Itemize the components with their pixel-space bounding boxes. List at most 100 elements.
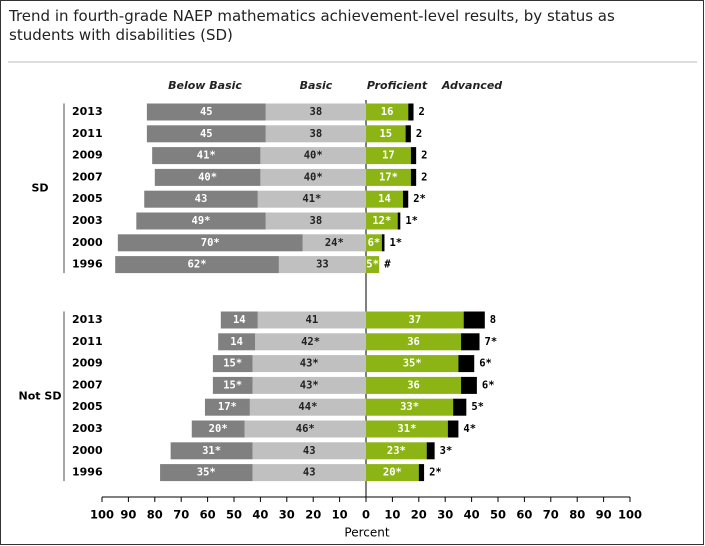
value-label: 42* [301,336,320,348]
bar [463,311,485,329]
bar [366,256,380,274]
value-label: 43* [300,358,319,370]
y-tick-label: 2005 [72,400,103,413]
x-tick-label: 30 [437,508,453,522]
bar [426,442,435,460]
value-label: 38 [310,215,323,227]
value-label: 45 [200,128,213,140]
y-tick-label: 2005 [72,192,103,205]
bar [278,256,366,274]
value-label: 46* [296,423,315,435]
chart-title: Trend in fourth-grade NAEP mathematics a… [8,7,615,44]
value-label: 44* [298,401,317,413]
value-label: 1* [389,237,402,249]
value-label: 20* [209,423,228,435]
value-label: 6* [479,358,492,370]
value-label: 45 [200,106,213,118]
legend-label: Basic [300,79,333,92]
value-label: 5* [366,259,379,271]
bar [154,168,261,186]
legend-label: Advanced [441,79,502,92]
bar [405,125,411,143]
value-label: 49* [192,215,211,227]
x-tick-label: 80 [569,508,585,522]
value-label: 2* [429,467,442,479]
bar [366,464,419,482]
x-axis-label: Percent [344,526,389,540]
value-label: 35* [197,467,216,479]
bar [204,398,250,416]
value-label: 41 [306,314,319,326]
value-label: 70* [201,237,220,249]
bar [408,103,414,121]
bar [265,103,366,121]
value-label: 15* [223,358,242,370]
bar [136,212,266,230]
value-label: 41* [197,150,216,162]
y-tick-label: 2011 [72,335,103,348]
value-label: 15 [379,128,392,140]
x-tick-label: 70 [543,508,559,522]
value-label: 12* [372,215,391,227]
value-label: # [384,259,391,271]
x-tick-label: 10 [384,508,400,522]
value-label: 4* [463,423,476,435]
x-tick-label: 40 [252,508,268,522]
bar [366,234,382,252]
bar [212,376,253,394]
value-label: 23* [387,445,406,457]
value-label: 36 [407,379,420,391]
value-label: 17 [382,150,395,162]
bar [410,168,417,186]
bar [302,234,366,252]
x-tick-label: 100 [618,508,642,522]
value-label: 37 [409,314,422,326]
x-tick-label: 80 [147,508,163,522]
y-tick-label: 2009 [72,149,103,162]
bar [453,398,467,416]
bar [160,464,253,482]
x-tick-label: 90 [596,508,612,522]
value-label: 38 [310,106,323,118]
bar [402,190,409,208]
value-label: 6* [368,237,381,249]
legend-label: Below Basic [168,79,242,92]
value-label: 5* [471,401,484,413]
y-tick-label: 2003 [72,422,103,435]
value-label: 38 [310,128,323,140]
legend-label: Proficient [367,79,428,92]
value-label: 7* [485,336,498,348]
x-tick-label: 90 [120,508,136,522]
value-label: 31* [202,445,221,457]
x-tick-label: 40 [464,508,480,522]
value-label: 14 [378,193,391,205]
bar [146,125,266,143]
bar [144,190,258,208]
value-label: 15* [223,379,242,391]
bar [249,398,366,416]
bar [252,355,366,373]
value-label: 14 [230,336,243,348]
value-label: 33 [316,259,329,271]
bar [418,464,425,482]
y-tick-label: 2013 [72,313,103,326]
value-label: 2 [421,150,427,162]
x-tick-label: 100 [90,508,114,522]
y-tick-label: 2000 [72,444,103,457]
bar [366,147,411,165]
x-tick-label: 10 [332,508,348,522]
bar [366,103,409,121]
y-tick-label: 2011 [72,127,103,140]
value-label: 17* [379,171,398,183]
group-label: SD [31,181,48,194]
y-tick-label: 1996 [72,466,103,479]
value-label: 62* [188,259,207,271]
bar [410,147,417,165]
x-tick-label: 50 [490,508,506,522]
x-tick-label: 60 [516,508,532,522]
value-label: 31* [397,423,416,435]
value-label: 20* [383,467,402,479]
bar [260,147,366,165]
bar [255,333,366,351]
